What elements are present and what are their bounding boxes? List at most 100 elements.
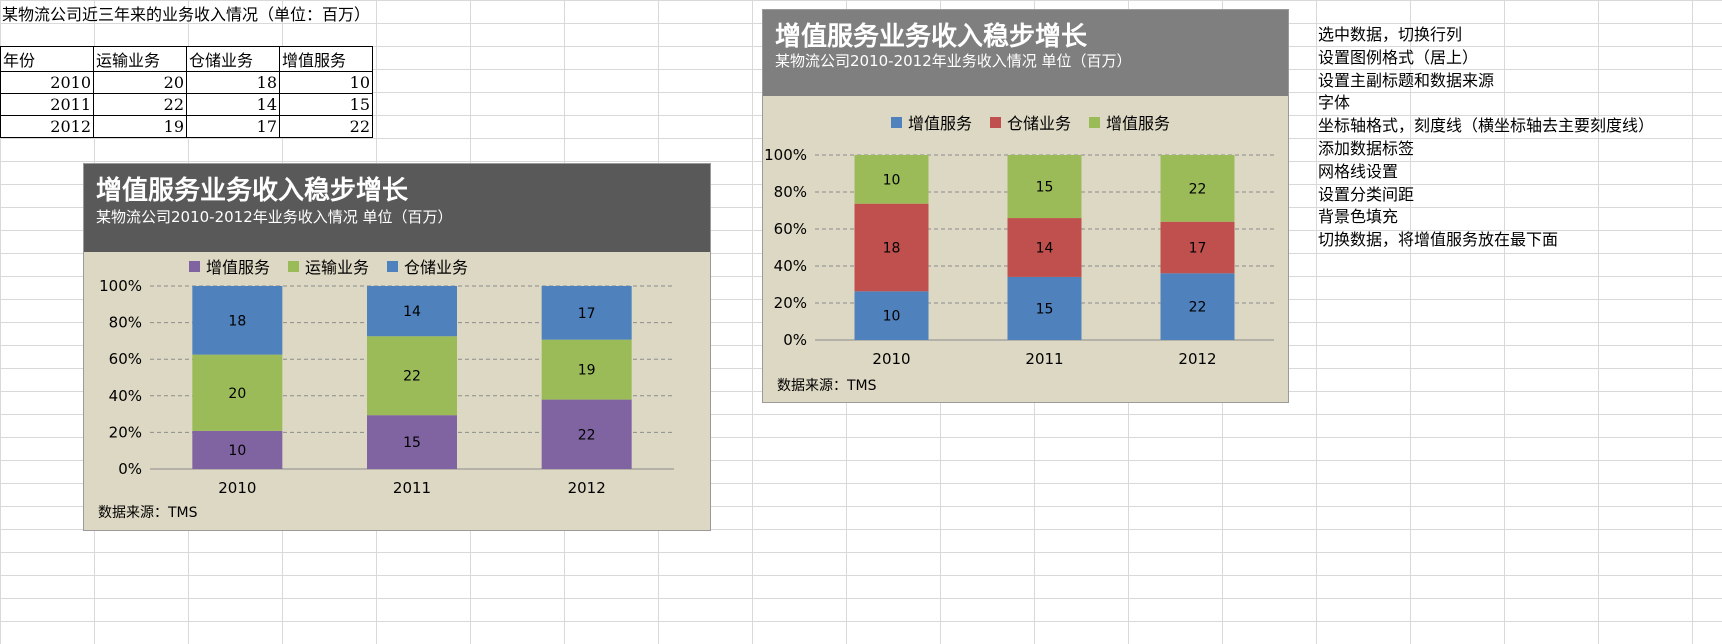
data-label: 22: [578, 427, 596, 443]
table-row: 2011 22 14 15: [0, 93, 373, 116]
table-header-cell[interactable]: 仓储业务: [186, 46, 280, 72]
bar-segment[interactable]: [367, 286, 457, 337]
table-cell[interactable]: 10: [279, 71, 373, 94]
note-item[interactable]: 设置图例格式（居上）: [1318, 47, 1479, 67]
data-label: 22: [403, 369, 421, 385]
bar-segment[interactable]: [367, 415, 457, 469]
table-cell[interactable]: 20: [93, 71, 187, 94]
legend-swatch: [387, 260, 399, 272]
legend-item[interactable]: 仓储业务: [990, 110, 1071, 134]
chart-2-legend[interactable]: 增值服务 仓储业务 增值服务: [891, 110, 1170, 134]
chart-1-source[interactable]: 数据来源：TMS: [98, 505, 198, 521]
table-cell[interactable]: 2011: [0, 93, 94, 116]
data-label: 17: [578, 306, 596, 322]
note-item[interactable]: 设置分类间距: [1318, 184, 1415, 204]
y-tick-label: 60%: [774, 220, 807, 238]
chart-1[interactable]: 增值服务业务收入稳步增长 某物流公司2010-2012年业务收入情况 单位（百万…: [83, 163, 711, 531]
table-row: 2012 19 17 22: [0, 115, 373, 138]
table-header-cell[interactable]: 增值服务: [279, 46, 373, 72]
table-cell[interactable]: 17: [186, 115, 280, 138]
x-tick-label: 2010: [872, 350, 910, 368]
chart-1-banner: [84, 164, 710, 252]
note-item[interactable]: 添加数据标签: [1318, 138, 1415, 158]
table-cell[interactable]: 2010: [0, 71, 94, 94]
bar-segment[interactable]: [541, 286, 632, 340]
chart-2-banner: [763, 10, 1288, 96]
chart-1-subtitle[interactable]: 某物流公司2010-2012年业务收入情况 单位（百万）: [96, 208, 453, 226]
table-cell[interactable]: 22: [93, 93, 187, 116]
bar-segment[interactable]: [1007, 276, 1082, 340]
chart-1-plot[interactable]: 0% 20% 40% 60% 80% 100% 10 20 18 2010 15 22 14 2011 22…: [84, 164, 712, 532]
note-item[interactable]: 设置主副标题和数据来源: [1318, 70, 1495, 90]
y-tick-label: 100%: [764, 146, 807, 164]
legend-swatch: [1089, 116, 1101, 128]
y-tick-label: 60%: [109, 350, 142, 368]
bar-segment[interactable]: [192, 286, 283, 355]
notes-list: 选中数据，切换行列 设置图例格式（居上） 设置主副标题和数据来源 字体 坐标轴格…: [1318, 24, 1654, 252]
x-tick-label: 2011: [1025, 350, 1063, 368]
bar-segment[interactable]: [1007, 218, 1082, 277]
table-header-cell[interactable]: 年份: [0, 46, 94, 72]
y-tick-label: 0%: [783, 331, 807, 349]
bar-segment[interactable]: [192, 430, 283, 469]
chart-1-title[interactable]: 增值服务业务收入稳步增长: [96, 176, 409, 206]
legend-item[interactable]: 增值服务: [891, 110, 972, 134]
note-item[interactable]: 背景色填充: [1318, 207, 1399, 227]
bar-segment[interactable]: [192, 354, 283, 431]
legend-label: 增值服务: [908, 114, 973, 133]
table-cell[interactable]: 2012: [0, 115, 94, 138]
sheet-title[interactable]: 某物流公司近三年来的业务收入情况（单位：百万）: [2, 5, 371, 24]
data-label: 18: [228, 313, 246, 329]
table-cell[interactable]: 18: [186, 71, 280, 94]
data-label: 20: [228, 386, 246, 402]
data-label: 18: [883, 241, 901, 257]
chart-2-plot[interactable]: 0% 20% 40% 60% 80% 100% 10 18 10 2010 15 14 15 2011 22…: [763, 10, 1290, 404]
table-cell[interactable]: 14: [186, 93, 280, 116]
legend-label: 运输业务: [305, 258, 370, 277]
legend-item[interactable]: 仓储业务: [387, 254, 468, 278]
table-cell[interactable]: 15: [279, 93, 373, 116]
chart-2-subtitle[interactable]: 某物流公司2010-2012年业务收入情况 单位（百万）: [775, 52, 1132, 70]
table-cell[interactable]: 19: [93, 115, 187, 138]
data-label: 14: [1036, 241, 1054, 257]
data-label: 15: [1036, 301, 1054, 317]
data-label: 15: [403, 435, 421, 451]
note-item[interactable]: 坐标轴格式，刻度线（横坐标轴去主要刻度线）: [1318, 116, 1655, 136]
note-item[interactable]: 切换数据，将增值服务放在最下面: [1318, 230, 1559, 250]
table-cell[interactable]: 22: [279, 115, 373, 138]
bar-segment[interactable]: [1160, 221, 1235, 274]
y-tick-label: 100%: [99, 277, 142, 295]
bar-segment[interactable]: [854, 291, 929, 340]
data-label: 22: [1189, 181, 1207, 197]
data-label: 10: [883, 172, 901, 188]
data-label: 17: [1189, 241, 1207, 257]
data-label: 10: [883, 309, 901, 325]
bar-segment[interactable]: [541, 339, 632, 400]
note-item[interactable]: 网格线设置: [1318, 161, 1399, 181]
bar-segment[interactable]: [1160, 155, 1235, 222]
legend-item[interactable]: 增值服务: [189, 254, 270, 278]
data-label: 22: [1189, 300, 1207, 316]
bar-segment[interactable]: [854, 155, 929, 204]
note-item[interactable]: 选中数据，切换行列: [1318, 25, 1463, 44]
chart-2-source[interactable]: 数据来源：TMS: [777, 378, 877, 394]
legend-item[interactable]: 增值服务: [1089, 110, 1170, 134]
bar-segment[interactable]: [1007, 155, 1082, 219]
table-header-cell[interactable]: 运输业务: [93, 46, 187, 72]
y-tick-label: 80%: [774, 183, 807, 201]
chart-2[interactable]: 增值服务业务收入稳步增长 某物流公司2010-2012年业务收入情况 单位（百万…: [762, 9, 1289, 403]
table-header-row: 年份 运输业务 仓储业务 增值服务: [0, 46, 373, 72]
bar-segment[interactable]: [541, 399, 632, 469]
y-tick-label: 20%: [109, 423, 142, 441]
bar-segment[interactable]: [1160, 273, 1235, 340]
legend-item[interactable]: 运输业务: [288, 254, 369, 278]
x-tick-label: 2011: [393, 479, 431, 497]
bar-segment[interactable]: [854, 203, 929, 292]
chart-1-legend[interactable]: 增值服务 运输业务 仓储业务: [189, 254, 468, 278]
y-tick-label: 80%: [109, 314, 142, 332]
legend-label: 仓储业务: [1007, 114, 1072, 133]
source-data-table[interactable]: 年份 运输业务 仓储业务 增值服务 2010 20 18 10 2011 22 …: [0, 46, 373, 138]
chart-2-title[interactable]: 增值服务业务收入稳步增长: [775, 22, 1088, 52]
bar-segment[interactable]: [367, 336, 457, 416]
note-item[interactable]: 字体: [1318, 93, 1351, 113]
